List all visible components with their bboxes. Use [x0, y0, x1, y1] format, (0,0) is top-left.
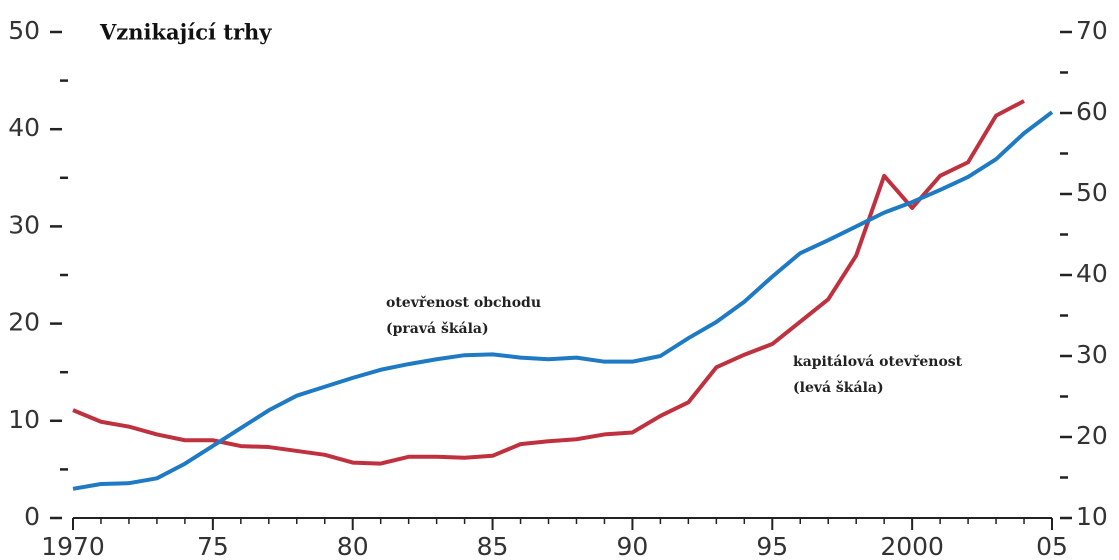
y2-tick-label: 10: [1076, 502, 1108, 531]
x-tick-label: 85: [477, 532, 509, 560]
y-tick-label: 50: [8, 16, 40, 45]
x-tick-label: 05: [1036, 532, 1068, 560]
x-tick-label: 80: [337, 532, 369, 560]
x-tick-label: 95: [756, 532, 788, 560]
y2-tick-label: 40: [1076, 259, 1108, 288]
series-line: [72, 110, 1054, 491]
chart-title: Vznikající trhy: [99, 20, 272, 45]
series-line: [72, 99, 1025, 466]
series-label: kapitálová otevřenost: [793, 354, 963, 370]
series-scale-note: (pravá škála): [386, 321, 489, 337]
series-scale-note: (levá škála): [793, 380, 884, 396]
x-tick-label: 90: [617, 532, 649, 560]
x-tick-label: 75: [197, 532, 229, 560]
y-tick-label: 40: [8, 113, 40, 142]
x-tick-label: 2000: [880, 532, 944, 560]
x-tick-label: 1970: [41, 532, 105, 560]
y-tick-label: 10: [8, 405, 40, 434]
y2-tick-label: 30: [1076, 340, 1108, 369]
series-label: otevřenost obchodu: [386, 295, 541, 311]
y2-tick-label: 20: [1076, 421, 1108, 450]
y2-tick-label: 50: [1076, 178, 1108, 207]
y2-tick-label: 70: [1076, 16, 1108, 45]
y-tick-label: 30: [8, 210, 40, 239]
y2-tick-label: 60: [1076, 97, 1108, 126]
y-tick-label: 0: [24, 502, 40, 531]
y-tick-label: 20: [8, 308, 40, 337]
